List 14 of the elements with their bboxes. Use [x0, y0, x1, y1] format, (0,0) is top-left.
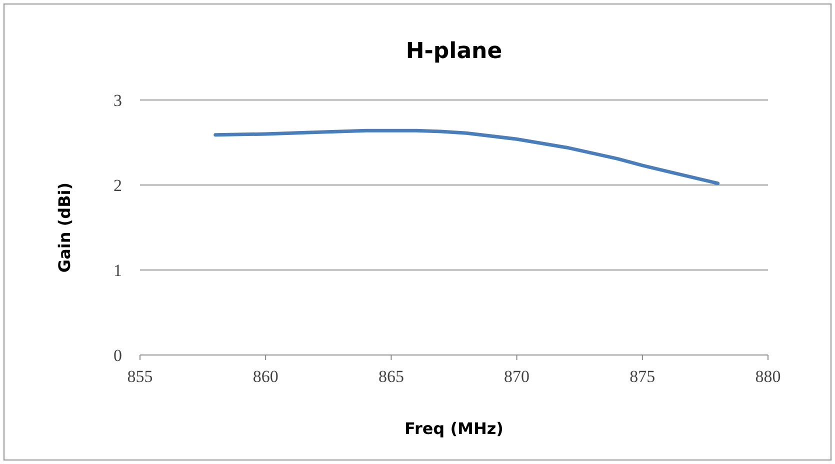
x-tick-label: 880 [755, 367, 781, 386]
chart-title: H-plane [406, 39, 502, 64]
x-tick-label: 860 [252, 367, 278, 386]
x-axis-title: Freq (MHz) [404, 419, 504, 438]
y-tick-label: 0 [114, 346, 122, 365]
x-tick-label: 855 [127, 367, 153, 386]
line-series [214, 128, 720, 186]
y-axis-title: Gain (dBi) [55, 182, 74, 273]
y-tick-label: 2 [114, 176, 122, 195]
y-tick-label: 1 [114, 261, 122, 280]
x-tick-label: 865 [378, 367, 404, 386]
y-tick-label: 3 [114, 91, 122, 110]
x-tick-label: 870 [504, 367, 530, 386]
x-tick-label: 875 [630, 367, 656, 386]
